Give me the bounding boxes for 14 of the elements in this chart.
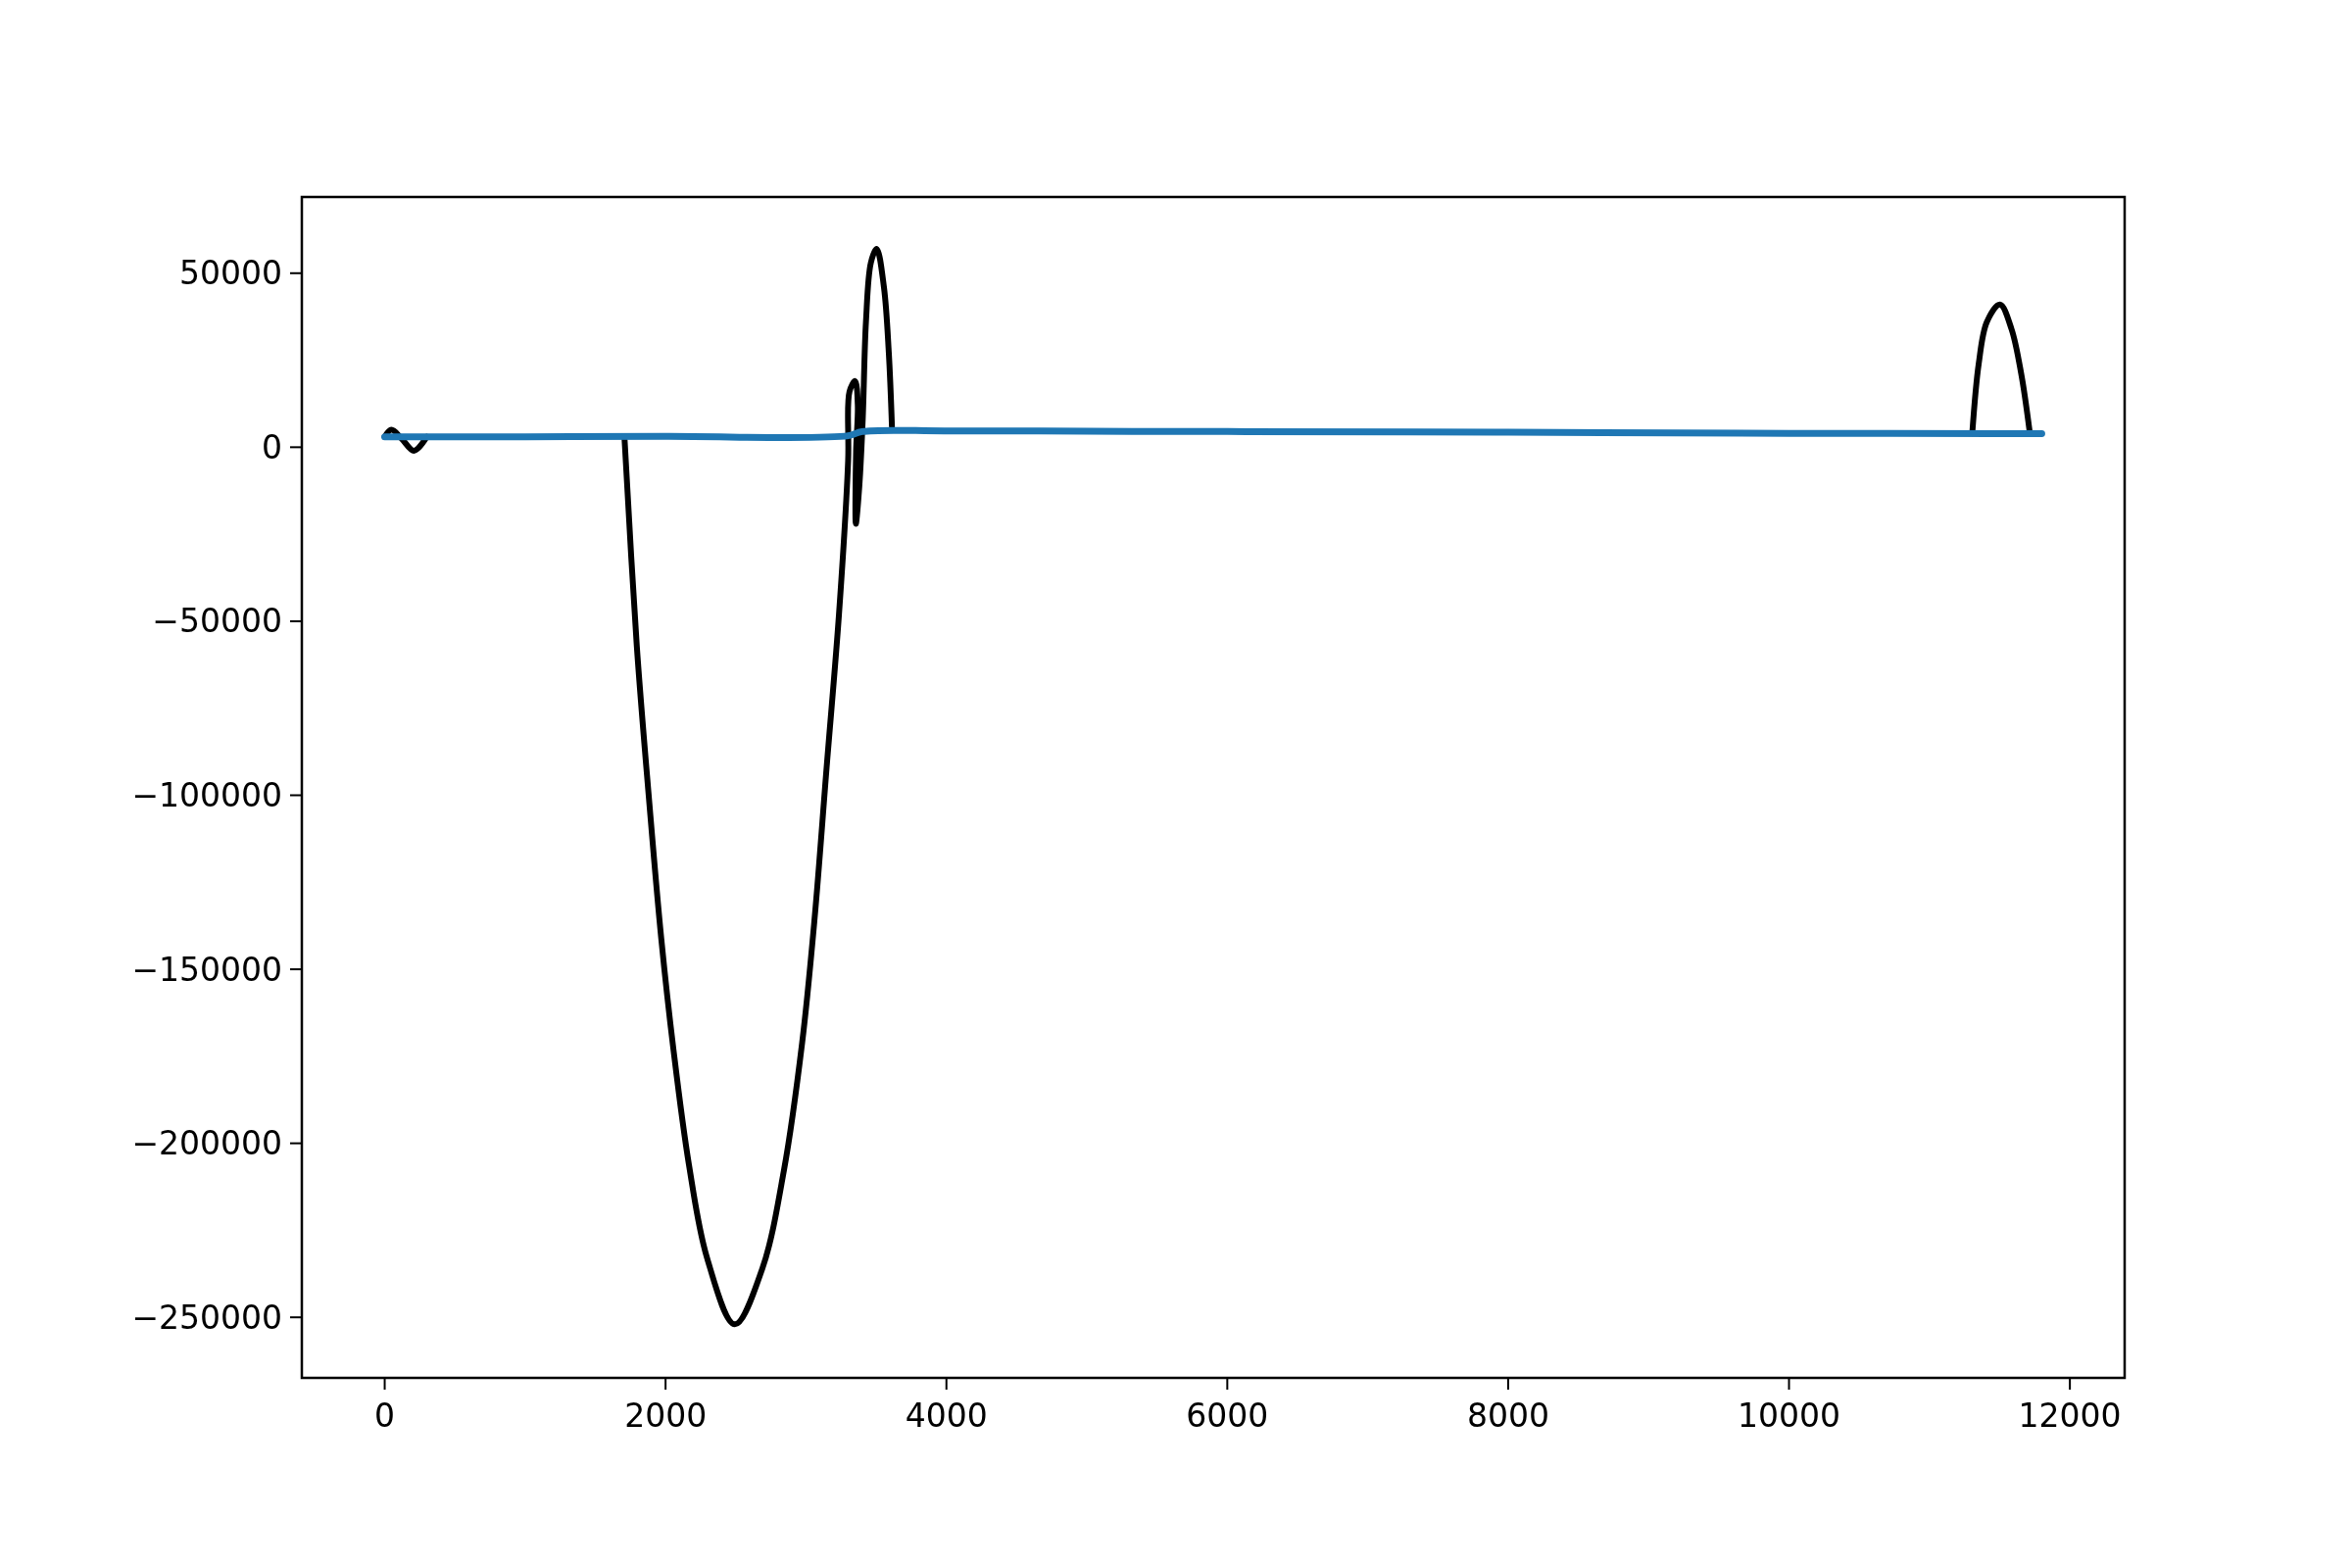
y-tick-label: −250000 <box>131 1298 282 1337</box>
y-tick-label: −50000 <box>152 602 282 641</box>
x-tick-label: 2000 <box>624 1396 708 1435</box>
x-tick-label: 6000 <box>1186 1396 1269 1435</box>
x-tick-label: 12000 <box>2018 1396 2122 1435</box>
x-tick-label: 10000 <box>1738 1396 1841 1435</box>
y-tick-label: 50000 <box>179 254 282 293</box>
y-tick-label: −200000 <box>131 1124 282 1163</box>
x-tick-label: 4000 <box>905 1396 988 1435</box>
y-tick-label: −100000 <box>131 776 282 815</box>
x-tick-label: 0 <box>374 1396 396 1435</box>
y-tick-label: 0 <box>262 427 282 466</box>
y-tick-label: −150000 <box>131 950 282 989</box>
x-tick-label: 8000 <box>1466 1396 1549 1435</box>
